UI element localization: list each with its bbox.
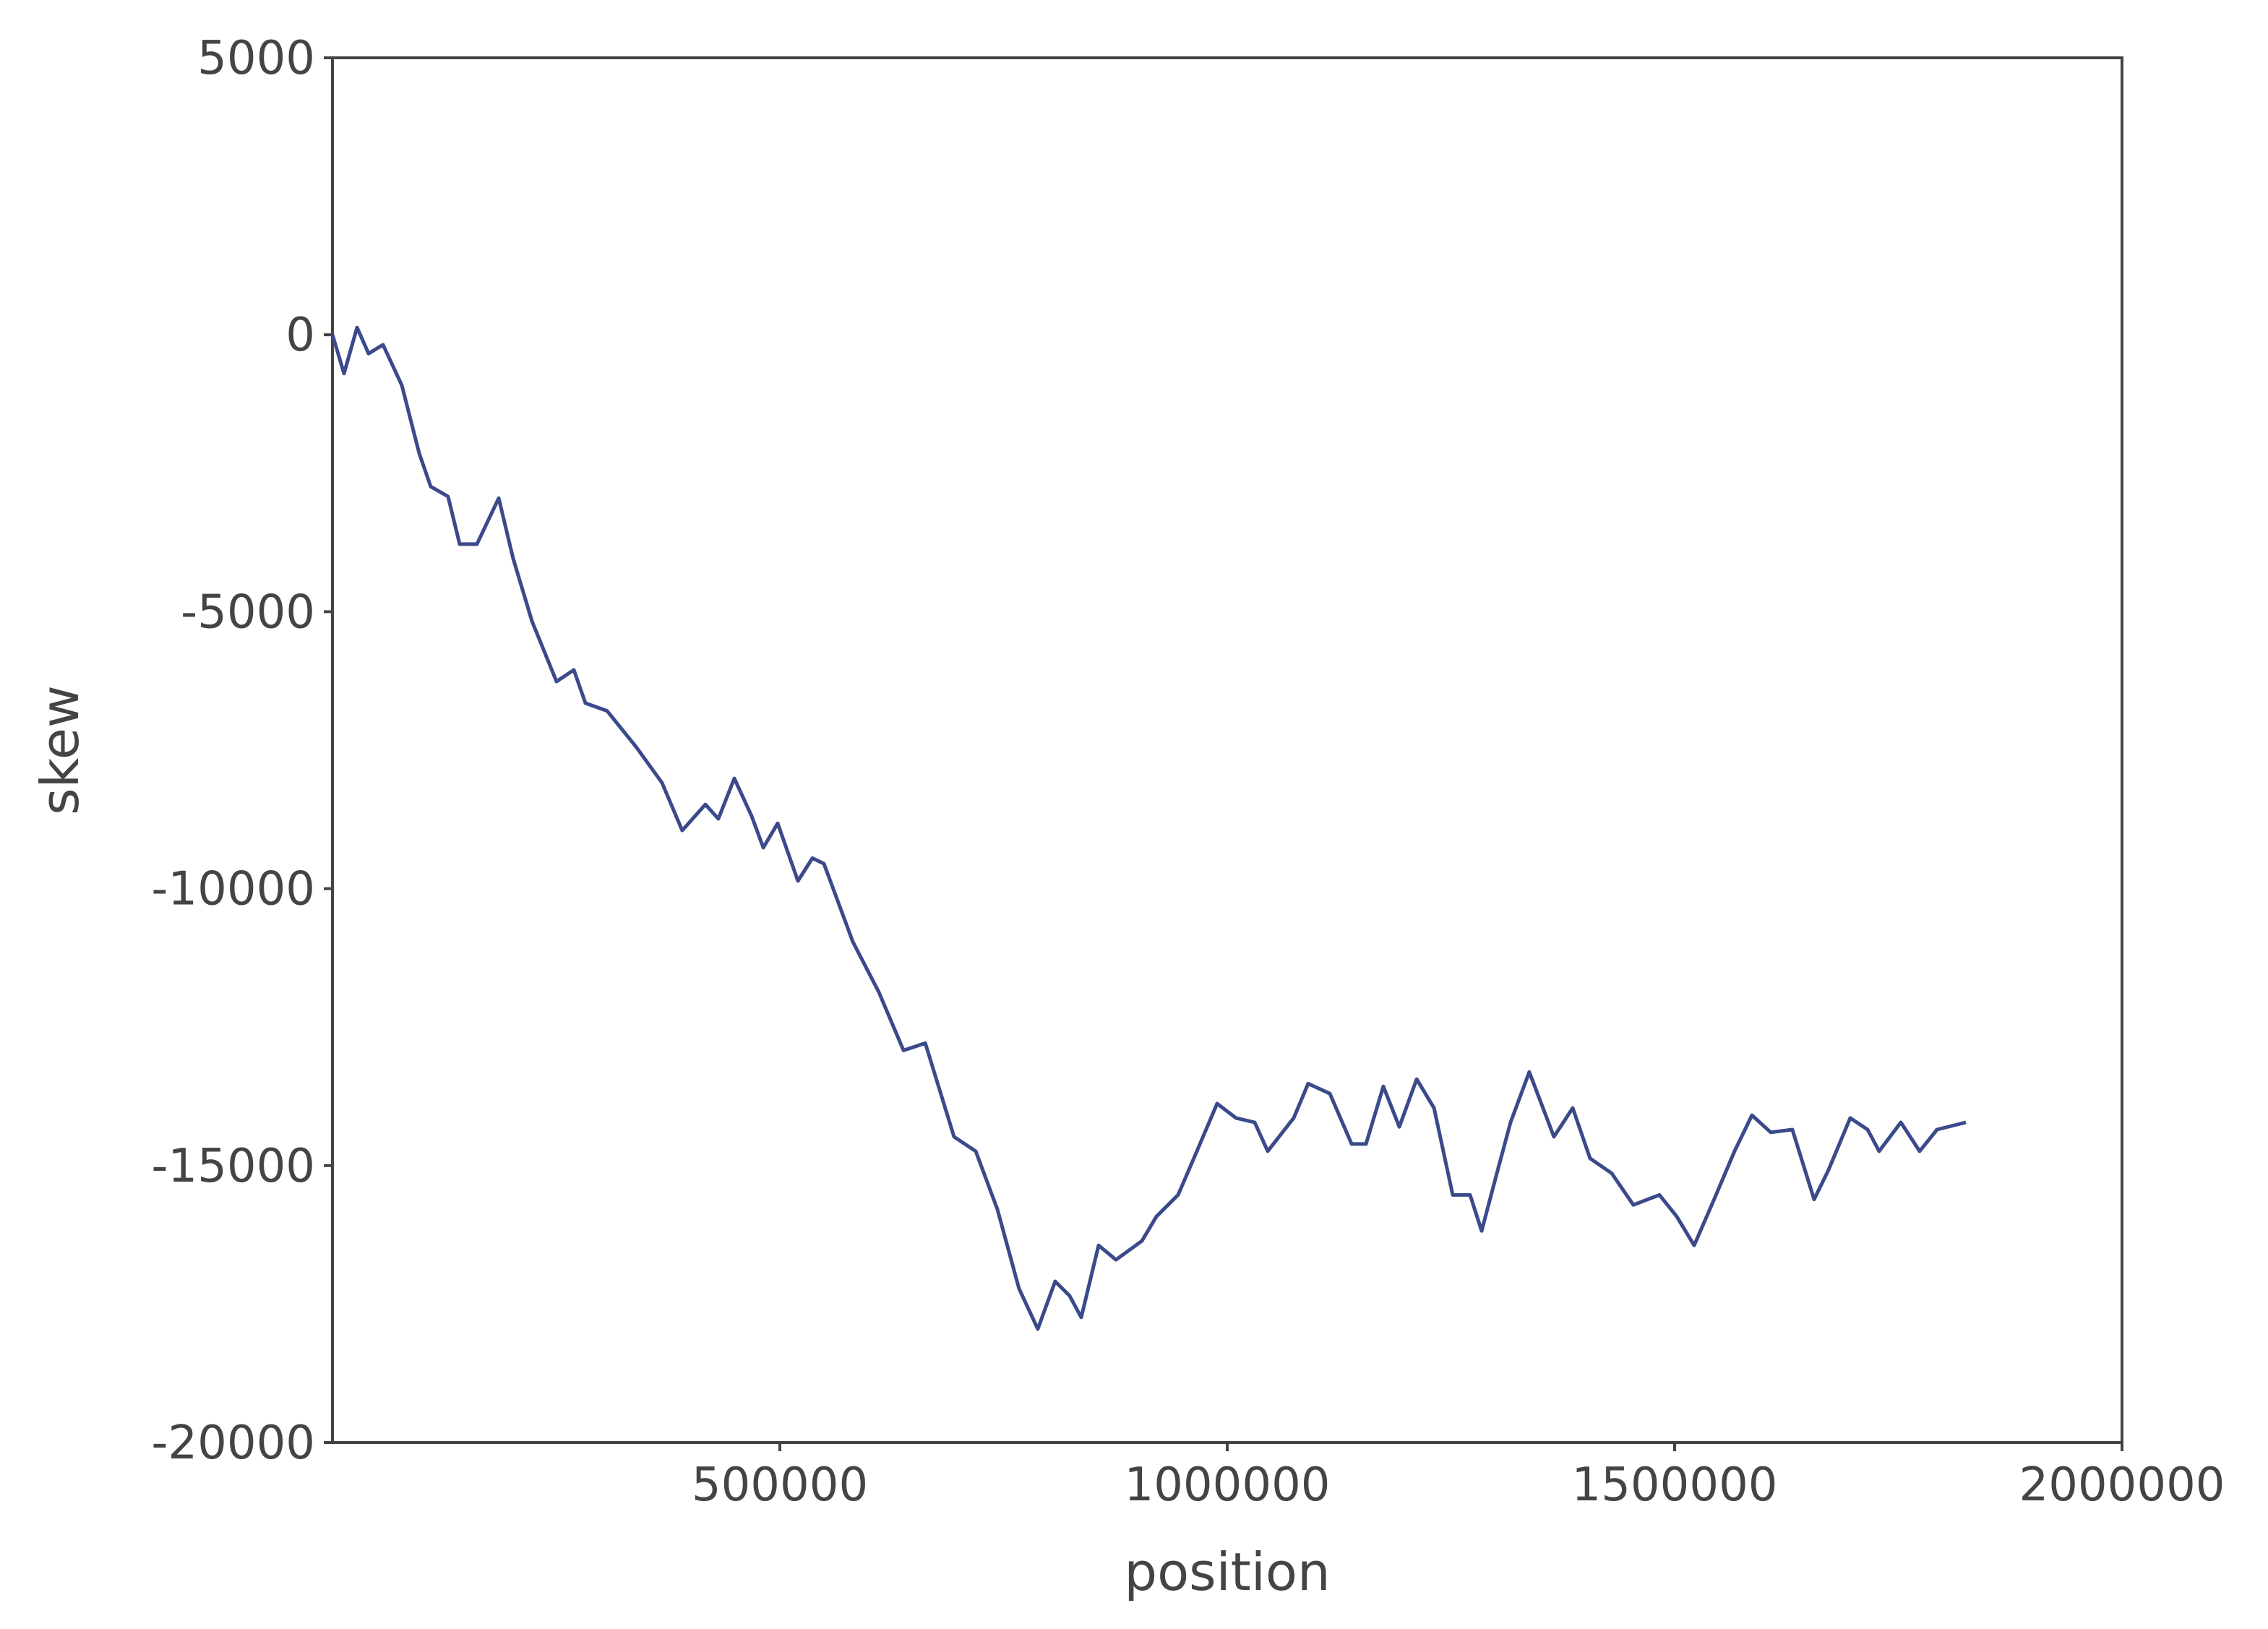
y-tick-label: -5000 [181,585,315,639]
plot-frame [331,56,2123,1444]
x-tick-label: 2000000 [2019,1458,2225,1512]
y-tick-label: -20000 [151,1417,315,1470]
y-tick-label: -10000 [151,863,315,916]
y-tick-label: 0 [285,309,315,362]
y-tick-label: 5000 [197,32,315,85]
x-axis-title: position [1124,1542,1330,1602]
x-tick-label: 1000000 [1124,1458,1330,1512]
y-axis-title: skew [30,685,90,815]
x-tick-label: 500000 [692,1458,868,1512]
y-tick-label: -15000 [151,1140,315,1193]
data-line [330,325,1967,1331]
x-tick-label: 1500000 [1571,1458,1777,1512]
